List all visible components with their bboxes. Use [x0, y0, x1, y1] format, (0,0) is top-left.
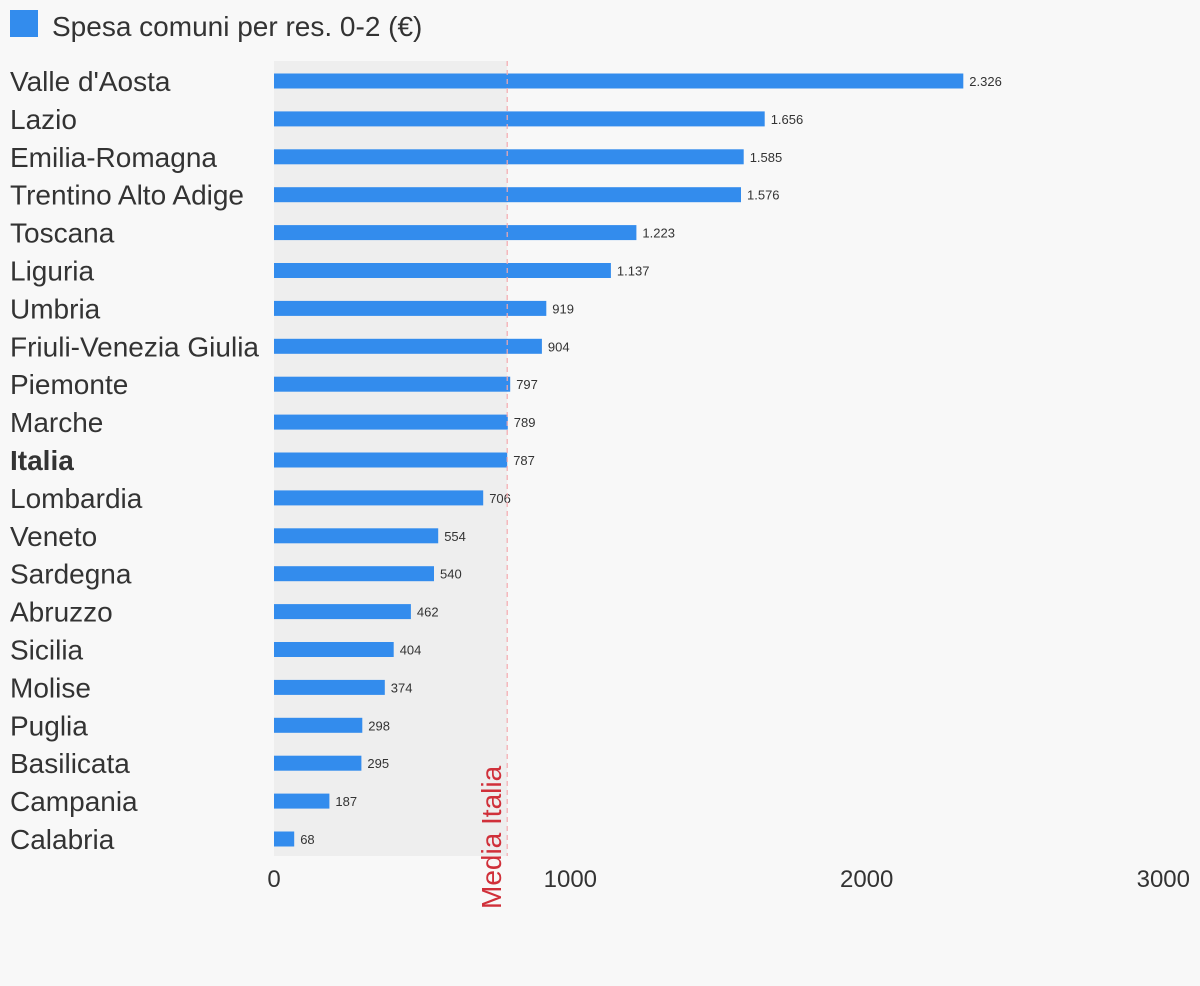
bar [274, 149, 744, 165]
bars [274, 73, 964, 847]
category-label: Lazio [10, 104, 77, 135]
bar [274, 566, 434, 582]
data-label: 1.585 [750, 150, 783, 165]
bar [274, 452, 508, 468]
bar [274, 490, 484, 506]
data-label: 787 [513, 453, 535, 468]
data-label: 1.223 [642, 226, 675, 241]
data-label: 706 [489, 491, 511, 506]
x-tick-label: 1000 [544, 866, 597, 893]
category-label: Abruzzo [10, 597, 113, 628]
data-label: 1.137 [617, 264, 650, 279]
data-label: 1.576 [747, 188, 780, 203]
x-tick-label: 0 [267, 866, 280, 893]
category-label: Campania [10, 786, 138, 817]
bar [274, 831, 295, 847]
category-label: Molise [10, 672, 91, 703]
value-labels: 2.326 1.656 1.585 1.576 1.223 1.137 919 904 797 7… [300, 74, 1002, 847]
category-label: Valle d'Aosta [10, 66, 171, 97]
bar [274, 225, 637, 241]
data-label: 462 [417, 605, 439, 620]
category-label: Umbria [10, 293, 101, 324]
reference-line-label: Media Italia [476, 765, 507, 909]
bar [274, 793, 330, 809]
data-label: 554 [444, 529, 466, 544]
legend-label: Spesa comuni per res. 0-2 (€) [52, 11, 422, 42]
data-label: 540 [440, 567, 462, 582]
category-label: Lombardia [10, 483, 143, 514]
category-label: Italia [10, 445, 74, 476]
data-label: 919 [552, 301, 574, 316]
bar [274, 414, 508, 430]
bar [274, 642, 394, 657]
legend: Spesa comuni per res. 0-2 (€) [10, 10, 422, 42]
category-label: Calabria [10, 824, 115, 855]
bar [274, 717, 363, 733]
x-tick-label: 2000 [840, 866, 893, 893]
x-axis-ticks: 0 1000 2000 3000 [267, 866, 1190, 893]
bar [274, 263, 611, 278]
category-label: Piemonte [10, 369, 128, 400]
bar [274, 73, 964, 89]
data-label: 374 [391, 680, 413, 695]
legend-swatch [10, 10, 38, 37]
x-tick-label: 3000 [1137, 866, 1190, 893]
data-label: 404 [400, 643, 422, 658]
category-label: Sardegna [10, 559, 132, 590]
bar [274, 604, 411, 620]
data-label: 298 [368, 718, 390, 733]
category-label: Friuli-Venezia Giulia [10, 331, 259, 362]
data-label: 904 [548, 339, 570, 354]
data-label: 68 [300, 832, 314, 847]
data-label: 187 [335, 794, 357, 809]
bar [274, 338, 542, 354]
category-label: Emilia-Romagna [10, 142, 217, 173]
bar [274, 376, 511, 392]
bar [274, 679, 385, 695]
category-label: Trentino Alto Adige [10, 180, 244, 211]
category-label: Puglia [10, 710, 88, 741]
bar [274, 755, 362, 771]
bar [274, 300, 547, 316]
category-label: Liguria [10, 256, 94, 287]
bar [274, 528, 439, 544]
data-label: 2.326 [969, 74, 1002, 89]
bar [274, 187, 741, 203]
data-label: 789 [514, 415, 536, 430]
category-labels: Valle d'Aosta Lazio Emilia-Romagna Trentino… [10, 66, 259, 855]
bar [274, 111, 765, 127]
category-label: Basilicata [10, 748, 130, 779]
category-label: Veneto [10, 521, 97, 552]
data-label: 797 [516, 377, 538, 392]
category-label: Marche [10, 407, 103, 438]
category-label: Sicilia [10, 635, 84, 666]
data-label: 1.656 [771, 112, 804, 127]
data-label: 295 [367, 756, 389, 771]
category-label: Toscana [10, 218, 115, 249]
